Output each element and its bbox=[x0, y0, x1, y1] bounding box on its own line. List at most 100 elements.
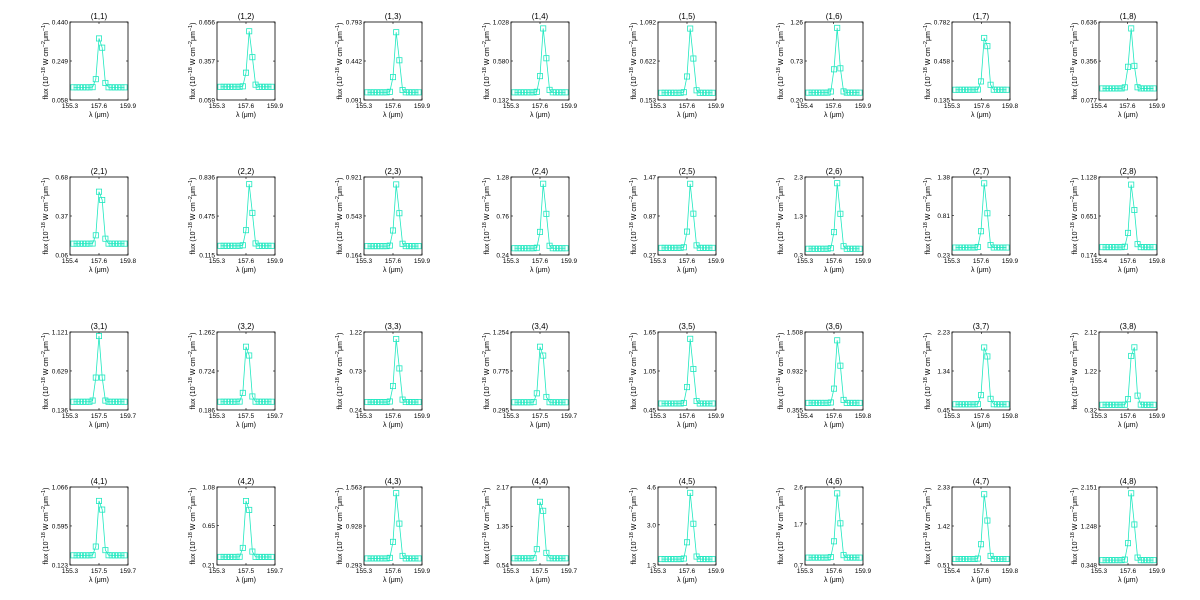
data-point bbox=[549, 399, 556, 406]
y-axis-label-part: W cm bbox=[337, 512, 344, 532]
spectrum-line bbox=[955, 37, 1007, 91]
x-tick-label: 159.8 bbox=[1002, 568, 1019, 575]
data-point bbox=[984, 210, 991, 217]
data-point bbox=[818, 89, 825, 96]
data-point bbox=[246, 506, 253, 513]
y-axis-label-part: −2 bbox=[41, 196, 47, 202]
y-tick-label: 0.636 bbox=[1081, 20, 1098, 27]
axes-frame bbox=[951, 331, 1011, 411]
data-point bbox=[990, 86, 997, 93]
data-point bbox=[537, 73, 544, 80]
y-axis-label-part: ) bbox=[43, 488, 50, 490]
axes-frame bbox=[657, 331, 717, 411]
y-axis-label-part: flux (10 bbox=[43, 541, 50, 564]
y-tick-label: 1.26 bbox=[790, 20, 803, 27]
data-point bbox=[952, 556, 959, 563]
data-point bbox=[958, 244, 965, 251]
data-point bbox=[386, 398, 393, 405]
data-point bbox=[559, 245, 566, 252]
x-tick-label: 159.9 bbox=[855, 258, 872, 265]
data-point bbox=[108, 240, 115, 247]
y-tick-label: 1.254 bbox=[493, 330, 510, 337]
x-axis-label: λ (μm) bbox=[89, 267, 109, 274]
y-axis-label-part: flux (10 bbox=[1072, 231, 1079, 254]
y-tick-label: 0.76 bbox=[496, 214, 509, 221]
panel-title: (2,7) bbox=[973, 167, 990, 176]
y-axis-label-part: μm bbox=[484, 186, 491, 196]
axes-frame bbox=[510, 331, 570, 411]
y-tick-label: 0.24 bbox=[349, 408, 362, 415]
data-point bbox=[118, 240, 125, 247]
data-point bbox=[96, 188, 103, 195]
x-tick-label: 155.3 bbox=[503, 258, 520, 265]
y-axis-label-part: ) bbox=[337, 488, 344, 490]
panel-4-4: (4,4) 155.3 157.5 159.7 0.54 1.35 2.17 λ (μm) fl… bbox=[482, 477, 578, 584]
y-axis-label-part: −18 bbox=[629, 67, 635, 76]
data-point bbox=[808, 245, 815, 252]
y-axis-label-part: −2 bbox=[41, 351, 47, 357]
data-point bbox=[396, 57, 403, 64]
x-axis-label: λ (μm) bbox=[530, 422, 550, 429]
data-point bbox=[233, 242, 240, 249]
data-point bbox=[258, 398, 265, 405]
y-axis-label-part: −1 bbox=[629, 490, 635, 496]
x-tick-label: 159.9 bbox=[708, 413, 725, 420]
data-point bbox=[1150, 557, 1157, 564]
data-point bbox=[853, 399, 860, 406]
data-point bbox=[252, 81, 259, 88]
axes-frame bbox=[657, 21, 717, 101]
panel-title: (2,6) bbox=[826, 167, 843, 176]
y-axis-label-part: −18 bbox=[41, 67, 47, 76]
data-point bbox=[1128, 181, 1135, 188]
y-axis-label-part: flux (10 bbox=[631, 76, 638, 99]
x-tick-label: 157.5 bbox=[238, 413, 255, 420]
data-point bbox=[559, 89, 566, 96]
data-point bbox=[89, 552, 96, 559]
y-axis-label-part: −1 bbox=[335, 335, 341, 341]
data-point bbox=[674, 556, 681, 563]
data-point bbox=[827, 554, 834, 561]
data-point bbox=[671, 556, 678, 563]
y-axis-label-part: W cm bbox=[778, 47, 785, 67]
y-axis-label: flux (10−18 W cm−2μm−1) bbox=[188, 178, 197, 255]
x-tick-label: 159.9 bbox=[1149, 103, 1166, 110]
y-axis-label-part: μm bbox=[337, 496, 344, 506]
data-point bbox=[111, 552, 118, 559]
data-point bbox=[1099, 401, 1106, 408]
x-tick-label: 157.6 bbox=[679, 103, 696, 110]
data-point bbox=[824, 245, 831, 252]
y-tick-label: 0.775 bbox=[493, 368, 510, 375]
y-tick-label: 0.293 bbox=[346, 563, 363, 570]
spectrum-line bbox=[1102, 347, 1154, 406]
data-point bbox=[552, 89, 559, 96]
y-tick-label: 0.7 bbox=[794, 563, 803, 570]
y-tick-label: 0.058 bbox=[52, 98, 69, 105]
y-tick-label: 0.81 bbox=[937, 213, 950, 220]
data-point bbox=[230, 242, 237, 249]
data-point bbox=[552, 555, 559, 562]
data-point bbox=[811, 554, 818, 561]
panel-4-6: (4,6) 155.3 157.6 159.9 0.7 1.7 2.6 λ (μm) flux … bbox=[776, 477, 872, 584]
y-axis-label-part: −2 bbox=[188, 506, 194, 512]
data-point bbox=[249, 209, 256, 216]
x-tick-label: 155.3 bbox=[650, 568, 667, 575]
data-point bbox=[984, 353, 991, 360]
data-point bbox=[968, 556, 975, 563]
y-tick-label: 0.656 bbox=[199, 20, 216, 27]
data-point bbox=[677, 556, 684, 563]
x-tick-label: 159.9 bbox=[855, 103, 872, 110]
panel-title: (1,8) bbox=[1120, 12, 1137, 21]
data-point bbox=[524, 245, 531, 252]
data-point bbox=[80, 552, 87, 559]
axes-frame bbox=[510, 486, 570, 566]
y-axis-label-part: W cm bbox=[337, 202, 344, 222]
x-tick-label: 157.6 bbox=[91, 258, 108, 265]
y-axis-label-part: ) bbox=[190, 178, 197, 180]
data-point bbox=[811, 399, 818, 406]
y-axis-label-part: −2 bbox=[923, 506, 929, 512]
data-point bbox=[562, 399, 569, 406]
x-tick-label: 159.9 bbox=[267, 258, 284, 265]
data-point bbox=[556, 399, 563, 406]
data-point bbox=[971, 244, 978, 251]
data-point bbox=[856, 554, 863, 561]
